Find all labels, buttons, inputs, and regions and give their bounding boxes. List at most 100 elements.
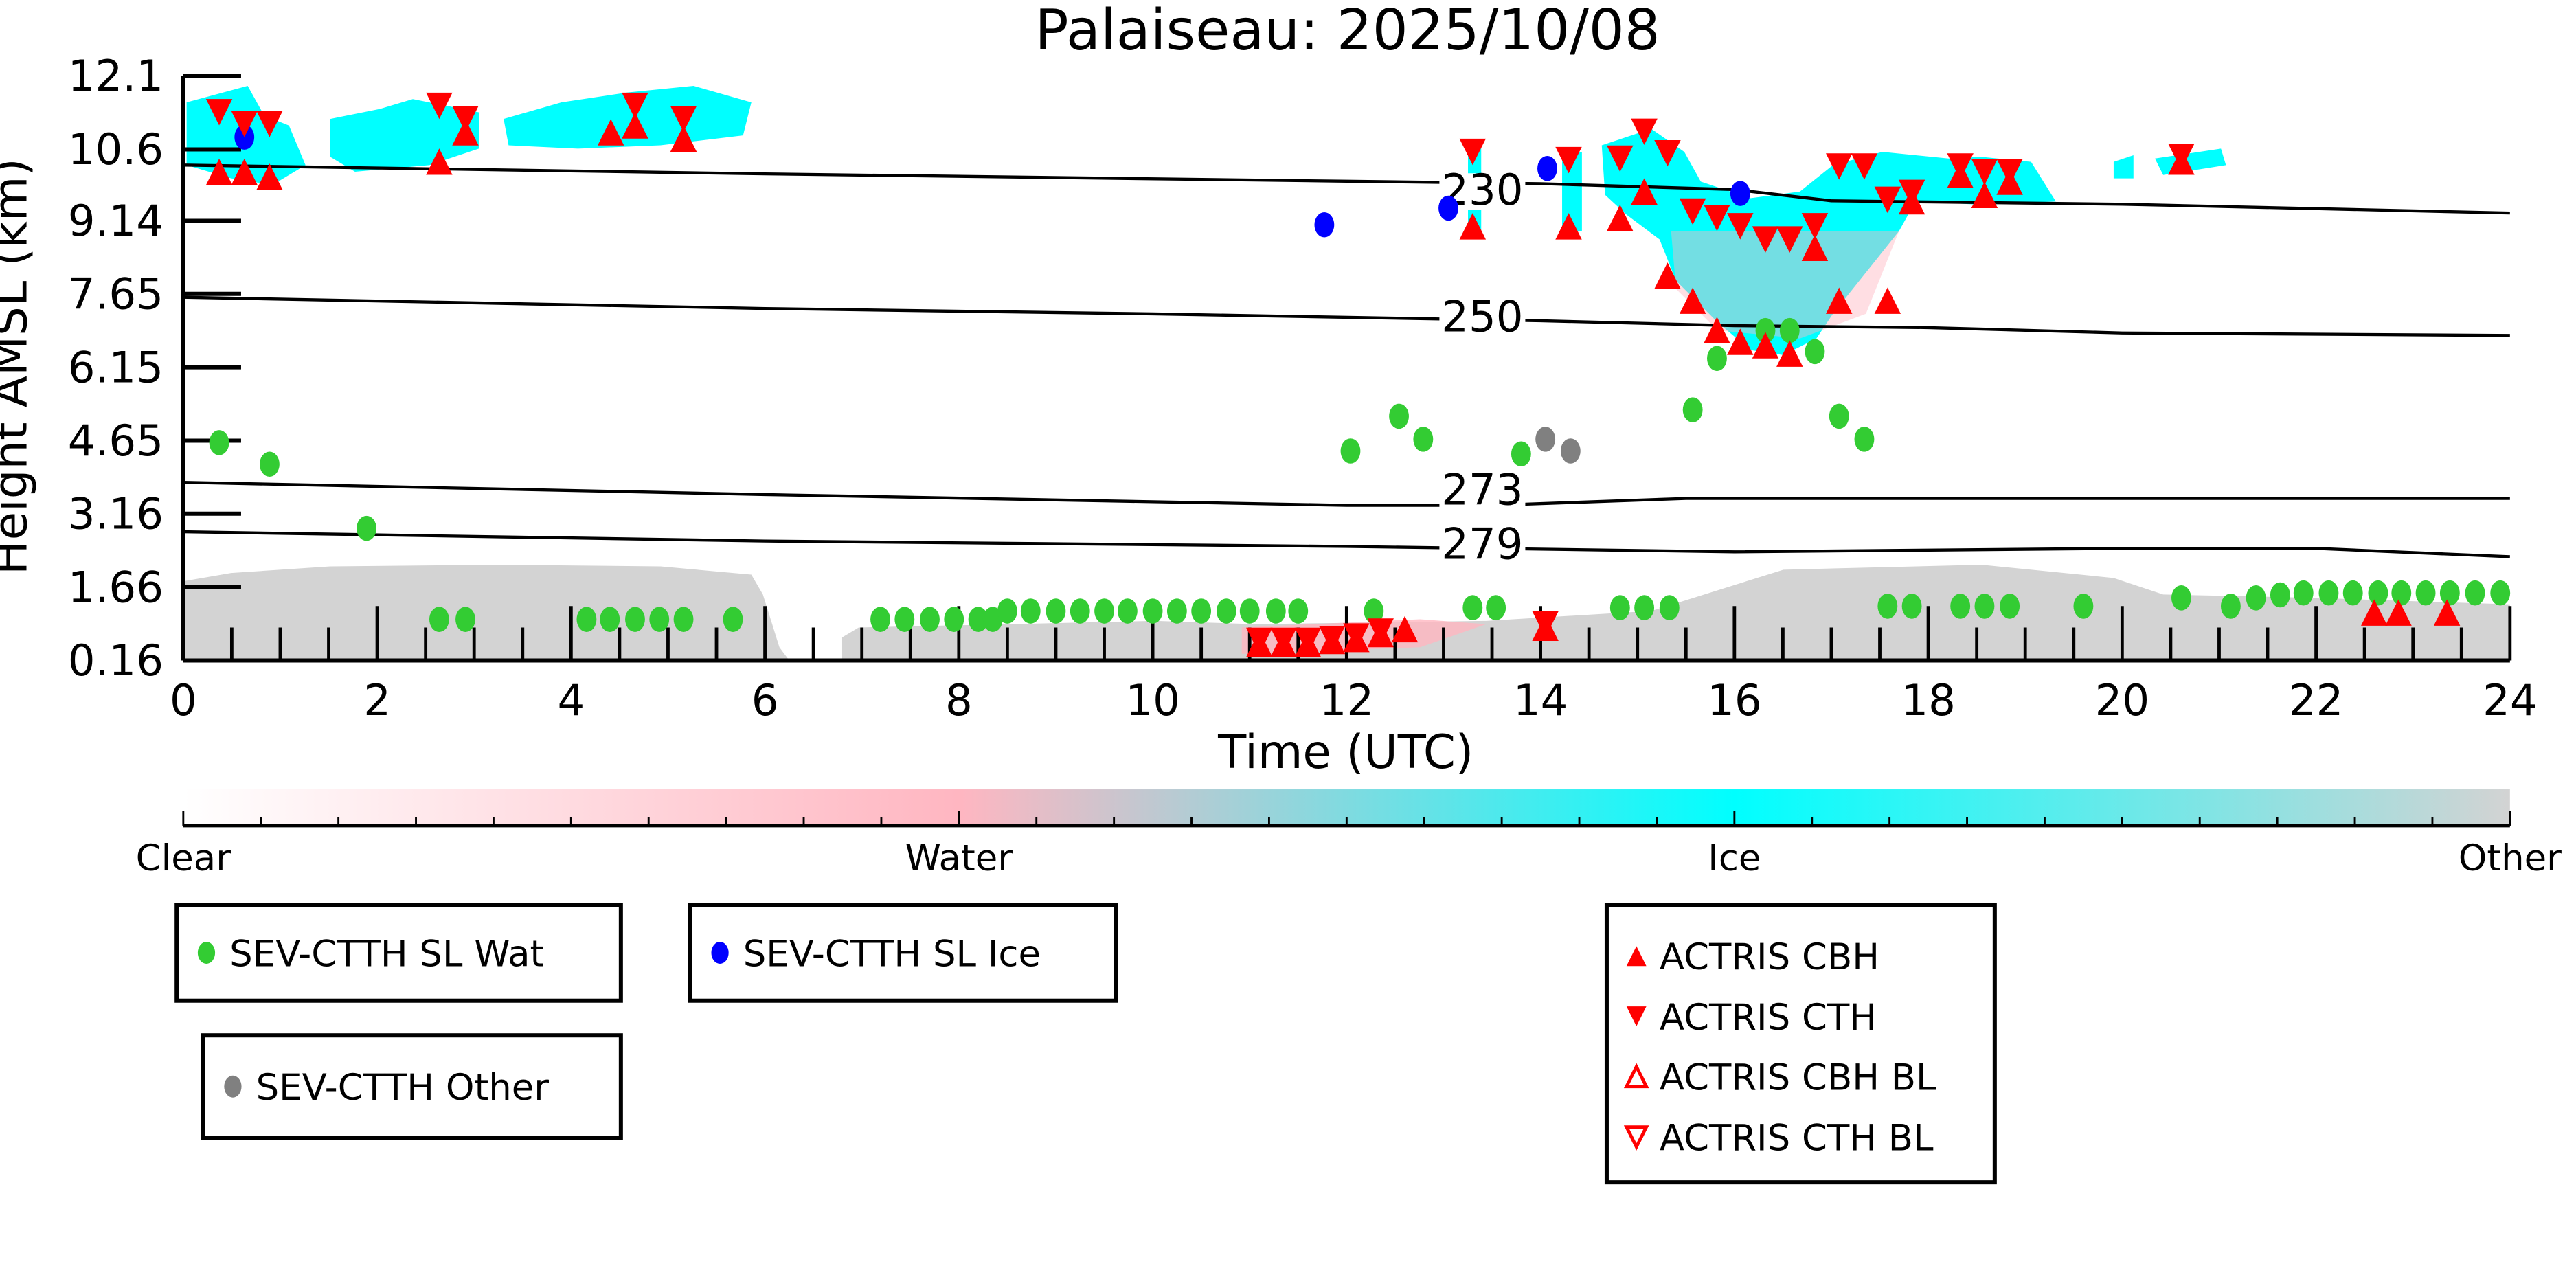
legend-label: ACTRIS CBH BL (1660, 1057, 1936, 1099)
x-tick-label: 8 (945, 675, 973, 725)
sev-ctth-sl-wat-point (1216, 598, 1236, 624)
x-tick-label: 4 (557, 675, 585, 725)
actris-cth-point (1874, 186, 1901, 214)
actris-cth-point (1270, 627, 1297, 655)
actris-cbh-point (1679, 287, 1706, 314)
legend-marker-triangle-up-open-icon (1623, 1063, 1649, 1089)
colorbar-label-clear: Clear (136, 837, 231, 879)
sev-ctth-sl-wat-point (625, 607, 645, 632)
legend-marker-triangle-down-open-icon (1623, 1125, 1649, 1151)
sev-ctth-sl-wat-point (2465, 580, 2485, 606)
sev-ctth-sl-wat-point (944, 607, 964, 632)
actris-cth-point (205, 99, 233, 126)
actris-cth-point (1631, 118, 1658, 146)
legend-marker-circle-icon (197, 942, 216, 964)
sev-ctth-sl-wat-point (2490, 580, 2511, 606)
sev-ctth-sl-wat-point (1609, 595, 1630, 620)
y-tick-label: 7.65 (68, 269, 163, 319)
actris-cth-point (1752, 226, 1779, 253)
sev-ctth-sl-wat-point (1191, 598, 1212, 624)
isotherm-label-bg (1439, 473, 1526, 510)
actris-cth-point (2168, 143, 2195, 170)
sev-ctth-sl-wat-point (1854, 427, 1875, 452)
actris-cbh-point (2361, 599, 2388, 626)
x-tick-label: 14 (1513, 675, 1568, 725)
actris-cbh-point (1654, 262, 1681, 289)
sev-ctth-sl-wat-point (2368, 580, 2388, 606)
legend-box: SEV-CTTH SL Wat (174, 903, 623, 1003)
actris-cbh-point (1752, 332, 1779, 359)
sev-ctth-sl-wat-point (870, 607, 890, 632)
sev-ctth-sl-wat-point (673, 607, 694, 632)
x-axis-label: Time (UTC) (1217, 725, 1473, 779)
sev-ctth-sl-wat-point (1707, 346, 1727, 372)
sev-ctth-sl-wat-point (894, 607, 915, 632)
sev-ctth-sl-wat-point (209, 430, 229, 455)
actris-cth-point (670, 106, 697, 133)
actris-cbh-point (670, 125, 697, 152)
x-tick-label: 0 (170, 675, 197, 725)
isotherm-label-bg (1439, 527, 1526, 564)
sev-ctth-sl-wat-point (2391, 580, 2412, 606)
sev-ctth-other-point (1535, 427, 1556, 452)
colorbar-label-other: Other (2459, 837, 2562, 879)
data-markers (205, 92, 2511, 657)
colorbar-label-ice: Ice (1708, 837, 1761, 879)
actris-cbh-point (1727, 328, 1754, 355)
sev-ctth-sl-wat-point (1901, 594, 1922, 619)
legend-box: ACTRIS CBH ACTRIS CTH ACTRIS CBH BL ACTRIS … (1604, 903, 1997, 1185)
legend-label: ACTRIS CBH (1660, 936, 1879, 978)
sev-ctth-sl-wat-point (1755, 317, 1776, 343)
colorbar-ticks: Clear Water Ice Other (136, 811, 2562, 879)
sev-ctth-sl-wat-point (600, 607, 620, 632)
sev-ctth-sl-wat-point (429, 607, 449, 632)
sev-ctth-sl-wat-point (2342, 580, 2363, 606)
x-tick-label: 24 (2483, 675, 2538, 725)
legend-label: SEV-CTTH SL Ice (743, 933, 1041, 975)
sev-ctth-sl-wat-point (1634, 595, 1655, 620)
sev-ctth-sl-wat-point (1974, 594, 1995, 619)
actris-cbh-point (2385, 599, 2412, 626)
actris-cth-point (1851, 153, 1878, 180)
actris-cth-point (1318, 625, 1346, 653)
isotherm-label: 279 (1441, 519, 1523, 569)
sev-ctth-sl-wat-point (1265, 598, 1286, 624)
isotherm-line (183, 480, 2510, 507)
y-tick-label: 3.16 (68, 488, 163, 539)
sev-ctth-sl-wat-point (1166, 598, 1187, 624)
actris-cth-point (231, 111, 258, 137)
sev-ctth-sl-wat-point (2439, 580, 2460, 606)
sev-ctth-sl-wat-point (260, 451, 280, 477)
sev-ctth-sl-wat-point (2246, 585, 2266, 611)
actris-cth-point (1971, 159, 1998, 185)
low-cloud-other-area (183, 565, 790, 661)
actris-cth-point (1532, 611, 1559, 638)
sev-ctth-sl-wat-point (2415, 580, 2436, 606)
x-tick-label: 16 (1707, 675, 1762, 725)
isotherm-label: 273 (1441, 464, 1523, 515)
sev-ctth-sl-wat-point (2000, 594, 2020, 619)
legend-label: SEV-CTTH Other (256, 1067, 550, 1109)
sev-ctth-sl-wat-point (1046, 598, 1066, 624)
sev-ctth-sl-wat-point (2073, 594, 2094, 619)
sev-ctth-sl-wat-point (1682, 397, 1703, 422)
actris-cth-point (452, 106, 479, 133)
sev-ctth-sl-ice-point (234, 124, 255, 150)
sev-ctth-sl-wat-point (1805, 339, 1825, 365)
sev-ctth-sl-wat-point (1877, 594, 1898, 619)
actris-cbh-point (231, 159, 258, 185)
sev-ctth-sl-wat-point (1020, 598, 1041, 624)
actris-cth-point (1826, 153, 1853, 180)
legend-frame (201, 1033, 623, 1140)
sev-ctth-sl-wat-point (1511, 441, 1531, 467)
sev-ctth-sl-wat-point (1340, 438, 1361, 464)
x-tick-label: 22 (2289, 675, 2344, 725)
sev-ctth-sl-wat-point (2293, 580, 2314, 606)
sev-ctth-sl-wat-point (1288, 598, 1309, 624)
actris-cbh-point (1801, 234, 1829, 261)
actris-cbh-point (1631, 178, 1658, 205)
legend-marker-triangle-up-icon (1626, 946, 1647, 967)
legend-box: SEV-CTTH Other (201, 1033, 623, 1140)
legend-frame (688, 903, 1119, 1003)
